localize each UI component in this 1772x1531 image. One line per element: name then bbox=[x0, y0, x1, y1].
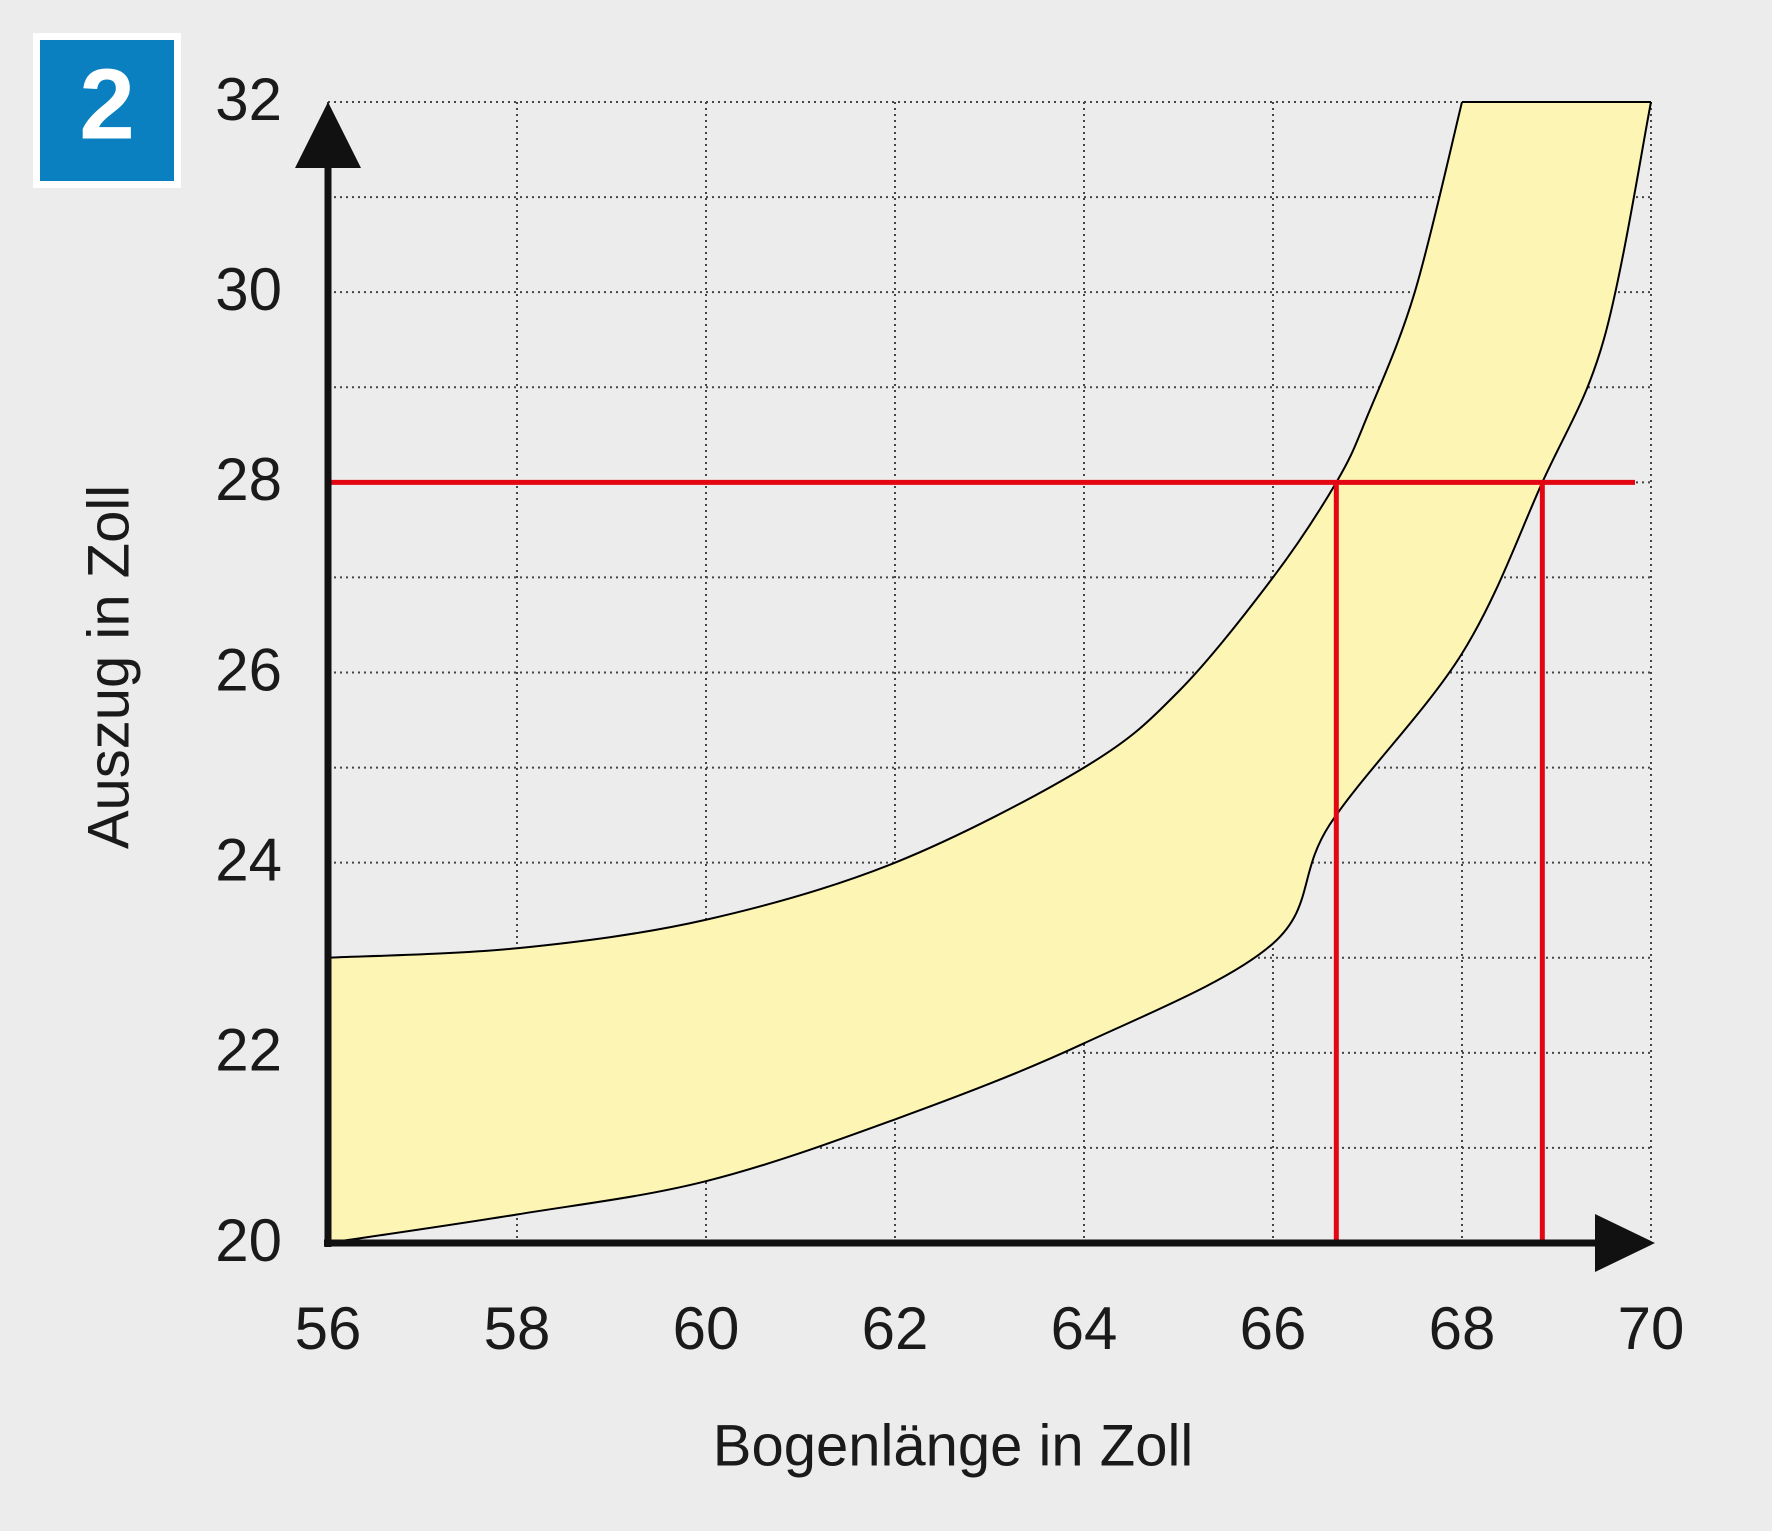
y-axis-arrow bbox=[295, 102, 361, 168]
y-axis-title: Auszug in Zoll bbox=[76, 485, 141, 849]
x-tick-label: 58 bbox=[484, 1295, 551, 1362]
x-tick-label: 64 bbox=[1051, 1295, 1118, 1362]
x-axis-arrow bbox=[1595, 1214, 1655, 1272]
x-tick-label: 56 bbox=[295, 1295, 362, 1362]
band-edge bbox=[327, 101, 1463, 959]
plot bbox=[327, 101, 1652, 1244]
y-tick-label: 26 bbox=[215, 636, 282, 703]
badge bbox=[40, 40, 174, 181]
y-tick-label: 28 bbox=[215, 446, 282, 513]
x-tick-label: 70 bbox=[1618, 1295, 1685, 1362]
x-tick-label: 68 bbox=[1429, 1295, 1496, 1362]
y-tick-label: 20 bbox=[215, 1207, 282, 1274]
x-tick-label: 62 bbox=[862, 1295, 929, 1362]
y-tick-label: 24 bbox=[215, 827, 282, 894]
x-axis-title: Bogenlänge in Zoll bbox=[713, 1413, 1193, 1478]
y-tick-label: 30 bbox=[215, 256, 282, 323]
x-tick-label: 66 bbox=[1240, 1295, 1307, 1362]
band-fill bbox=[328, 102, 1651, 1243]
x-tick-label: 60 bbox=[673, 1295, 740, 1362]
badge-label: 2 bbox=[79, 48, 135, 160]
band-edge bbox=[327, 101, 1652, 1244]
y-tick-label: 32 bbox=[215, 66, 282, 133]
y-tick-label: 22 bbox=[215, 1017, 282, 1084]
